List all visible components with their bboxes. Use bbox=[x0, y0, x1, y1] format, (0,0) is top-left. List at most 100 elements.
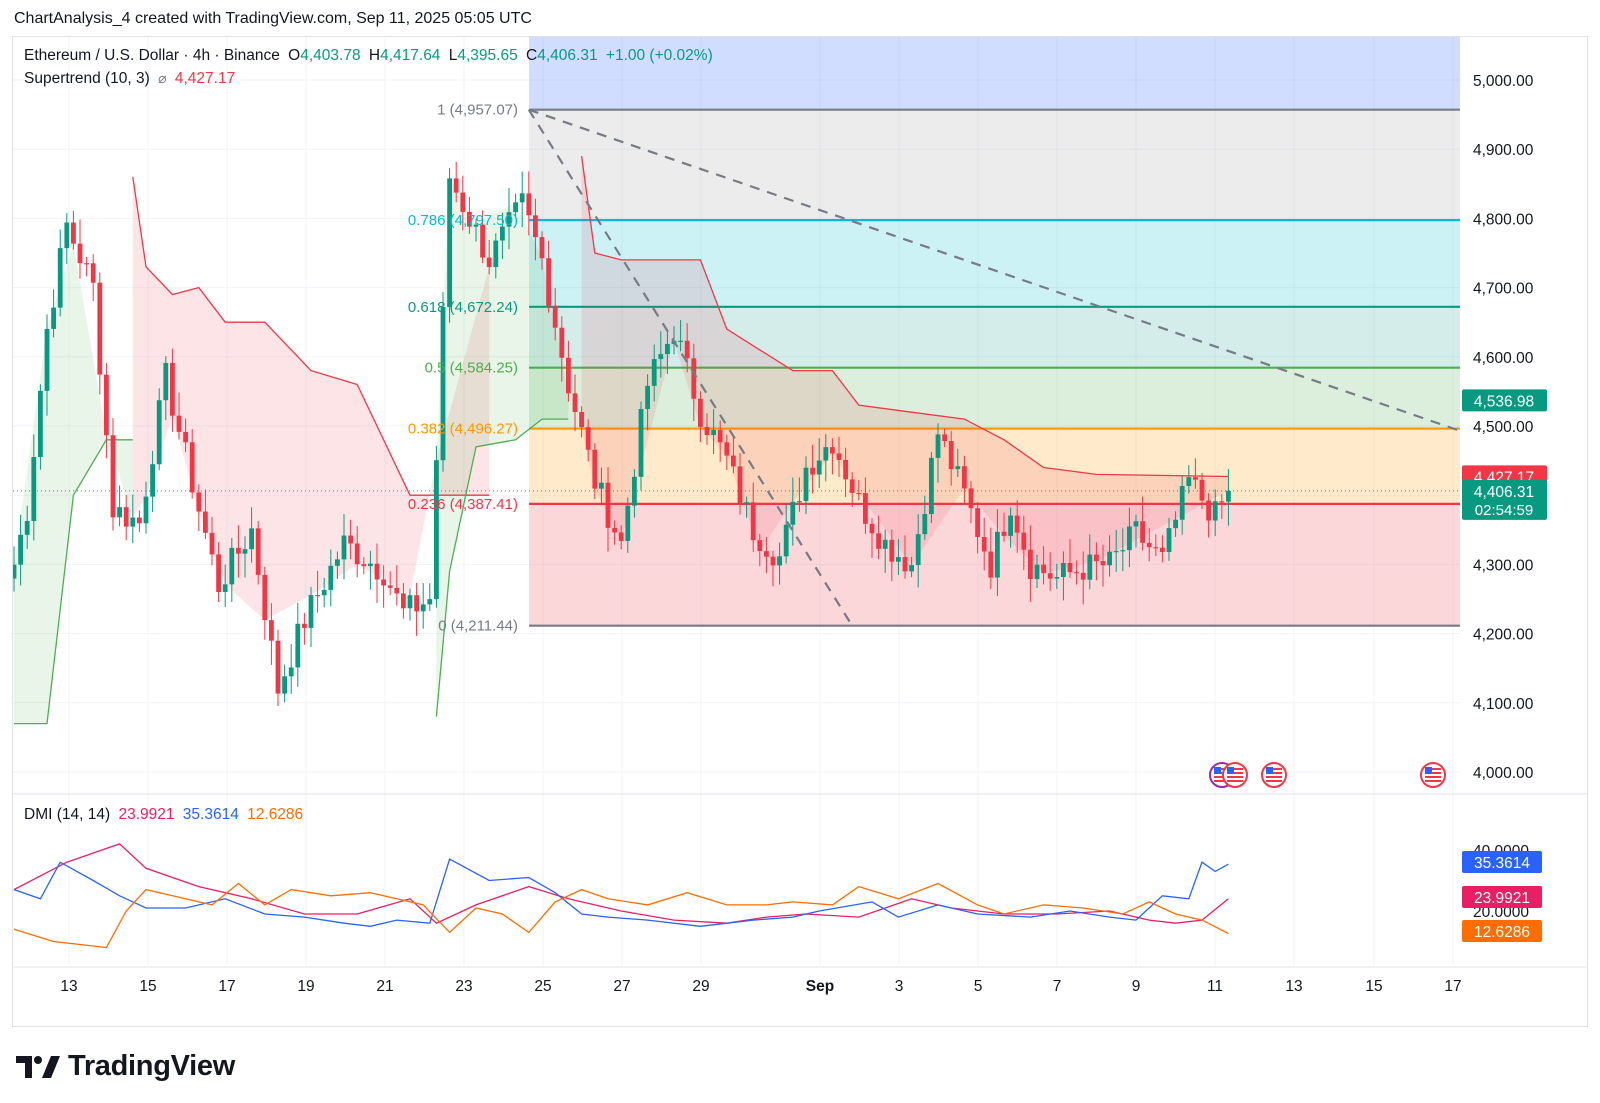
candle-body bbox=[123, 507, 129, 527]
candle-body bbox=[717, 429, 723, 443]
fib-level-label: 1 (4,957.07) bbox=[437, 102, 518, 119]
candle bbox=[315, 570, 320, 613]
candle-body bbox=[889, 539, 895, 562]
candle bbox=[447, 168, 452, 323]
candle-body bbox=[130, 517, 136, 527]
candle-body bbox=[354, 543, 360, 565]
candle-body bbox=[935, 434, 941, 458]
dmi-line-adx bbox=[13, 843, 1229, 924]
candle-body bbox=[203, 511, 208, 533]
us-flag-icon[interactable] bbox=[1420, 762, 1446, 788]
candle-body bbox=[1166, 528, 1172, 552]
tradingview-logo[interactable]: TradingView bbox=[16, 1050, 235, 1083]
time-axis-tick: 15 bbox=[139, 978, 156, 995]
candle bbox=[176, 392, 182, 440]
fib-level-label: 0.5 (4,584.25) bbox=[425, 360, 518, 377]
us-flag-icon-stripe bbox=[1227, 768, 1243, 770]
candle-body bbox=[645, 385, 650, 409]
candle bbox=[797, 477, 802, 512]
candle-body bbox=[255, 528, 261, 575]
candle-body bbox=[447, 178, 452, 308]
candle bbox=[163, 356, 169, 421]
candle bbox=[770, 550, 776, 587]
fib-level-label: 0.618 (4,672.24) bbox=[408, 299, 518, 316]
candle-body bbox=[269, 620, 274, 641]
candle-body bbox=[262, 574, 268, 621]
fib-zone bbox=[529, 109, 1460, 221]
candle-body bbox=[836, 453, 842, 460]
us-flag-icon[interactable] bbox=[1222, 762, 1248, 788]
candle bbox=[506, 187, 512, 250]
candle bbox=[368, 550, 373, 590]
candle bbox=[401, 583, 406, 619]
candle bbox=[308, 587, 314, 648]
candle-body bbox=[632, 476, 637, 506]
candle-body bbox=[282, 676, 287, 694]
candle bbox=[1173, 511, 1178, 537]
candle-body bbox=[546, 258, 551, 306]
candle bbox=[737, 453, 743, 515]
candle bbox=[1179, 475, 1185, 535]
candle-body bbox=[24, 521, 30, 535]
candle-body bbox=[790, 501, 796, 525]
candle bbox=[546, 240, 551, 313]
candle-body bbox=[869, 523, 875, 534]
dmi-legend[interactable]: DMI (14, 14) 23.9921 35.3614 12.6286 bbox=[24, 806, 307, 824]
candle bbox=[849, 472, 855, 508]
candle bbox=[1140, 496, 1145, 551]
price-axis-tick: 4,300.00 bbox=[1473, 557, 1534, 574]
chart-frame bbox=[12, 36, 1588, 1027]
ohlc-open: O4,403.78 bbox=[288, 47, 361, 64]
price-axis-tick: 4,000.00 bbox=[1473, 765, 1534, 782]
candle bbox=[1014, 500, 1020, 553]
candle-body bbox=[13, 564, 17, 579]
candle-body bbox=[1120, 550, 1126, 552]
candle bbox=[1080, 551, 1086, 605]
candle-body bbox=[302, 623, 307, 628]
candle-body bbox=[711, 429, 716, 436]
candle-body bbox=[288, 667, 294, 677]
candle bbox=[427, 583, 433, 611]
dmi-minus-value: 12.6286 bbox=[247, 806, 304, 823]
fibonacci-retracement bbox=[529, 37, 1460, 627]
us-flag-icon-stripe bbox=[1425, 776, 1441, 778]
time-axis-tick: 3 bbox=[895, 978, 904, 995]
candle bbox=[381, 565, 386, 608]
candle bbox=[1219, 494, 1225, 519]
candle bbox=[486, 240, 492, 275]
candle bbox=[460, 175, 466, 231]
candle bbox=[942, 428, 947, 448]
candle-body bbox=[335, 559, 340, 566]
candle-body bbox=[506, 212, 512, 227]
time-axis-tick: 13 bbox=[60, 978, 77, 995]
candle-body bbox=[1041, 564, 1046, 574]
candle-body bbox=[638, 408, 644, 477]
candle bbox=[203, 489, 208, 539]
us-flag-icon-stripe bbox=[1214, 772, 1230, 774]
candle-body bbox=[486, 257, 492, 268]
candle-body bbox=[783, 524, 789, 557]
candle-body bbox=[1212, 501, 1218, 521]
us-flag-icon[interactable] bbox=[1261, 762, 1287, 788]
candle-body bbox=[1186, 477, 1192, 486]
candle bbox=[1034, 554, 1040, 588]
candle-body bbox=[915, 534, 921, 566]
candle bbox=[1107, 535, 1112, 577]
hidden-values-icon[interactable]: ⌀ bbox=[158, 70, 167, 86]
candle bbox=[24, 505, 30, 549]
candle-body bbox=[156, 400, 162, 465]
candle bbox=[57, 229, 63, 317]
candle bbox=[189, 429, 195, 499]
candle bbox=[374, 543, 380, 603]
candle-body bbox=[295, 623, 301, 668]
candle-body bbox=[1034, 564, 1040, 580]
supertrend-legend[interactable]: Supertrend (10, 3) ⌀ 4,427.17 bbox=[24, 70, 239, 88]
candle bbox=[500, 212, 505, 260]
candle-body bbox=[493, 240, 499, 268]
candle bbox=[387, 571, 393, 596]
candle bbox=[678, 320, 683, 352]
candle-body bbox=[810, 467, 815, 475]
candle bbox=[354, 526, 360, 578]
candle-body bbox=[176, 415, 182, 432]
